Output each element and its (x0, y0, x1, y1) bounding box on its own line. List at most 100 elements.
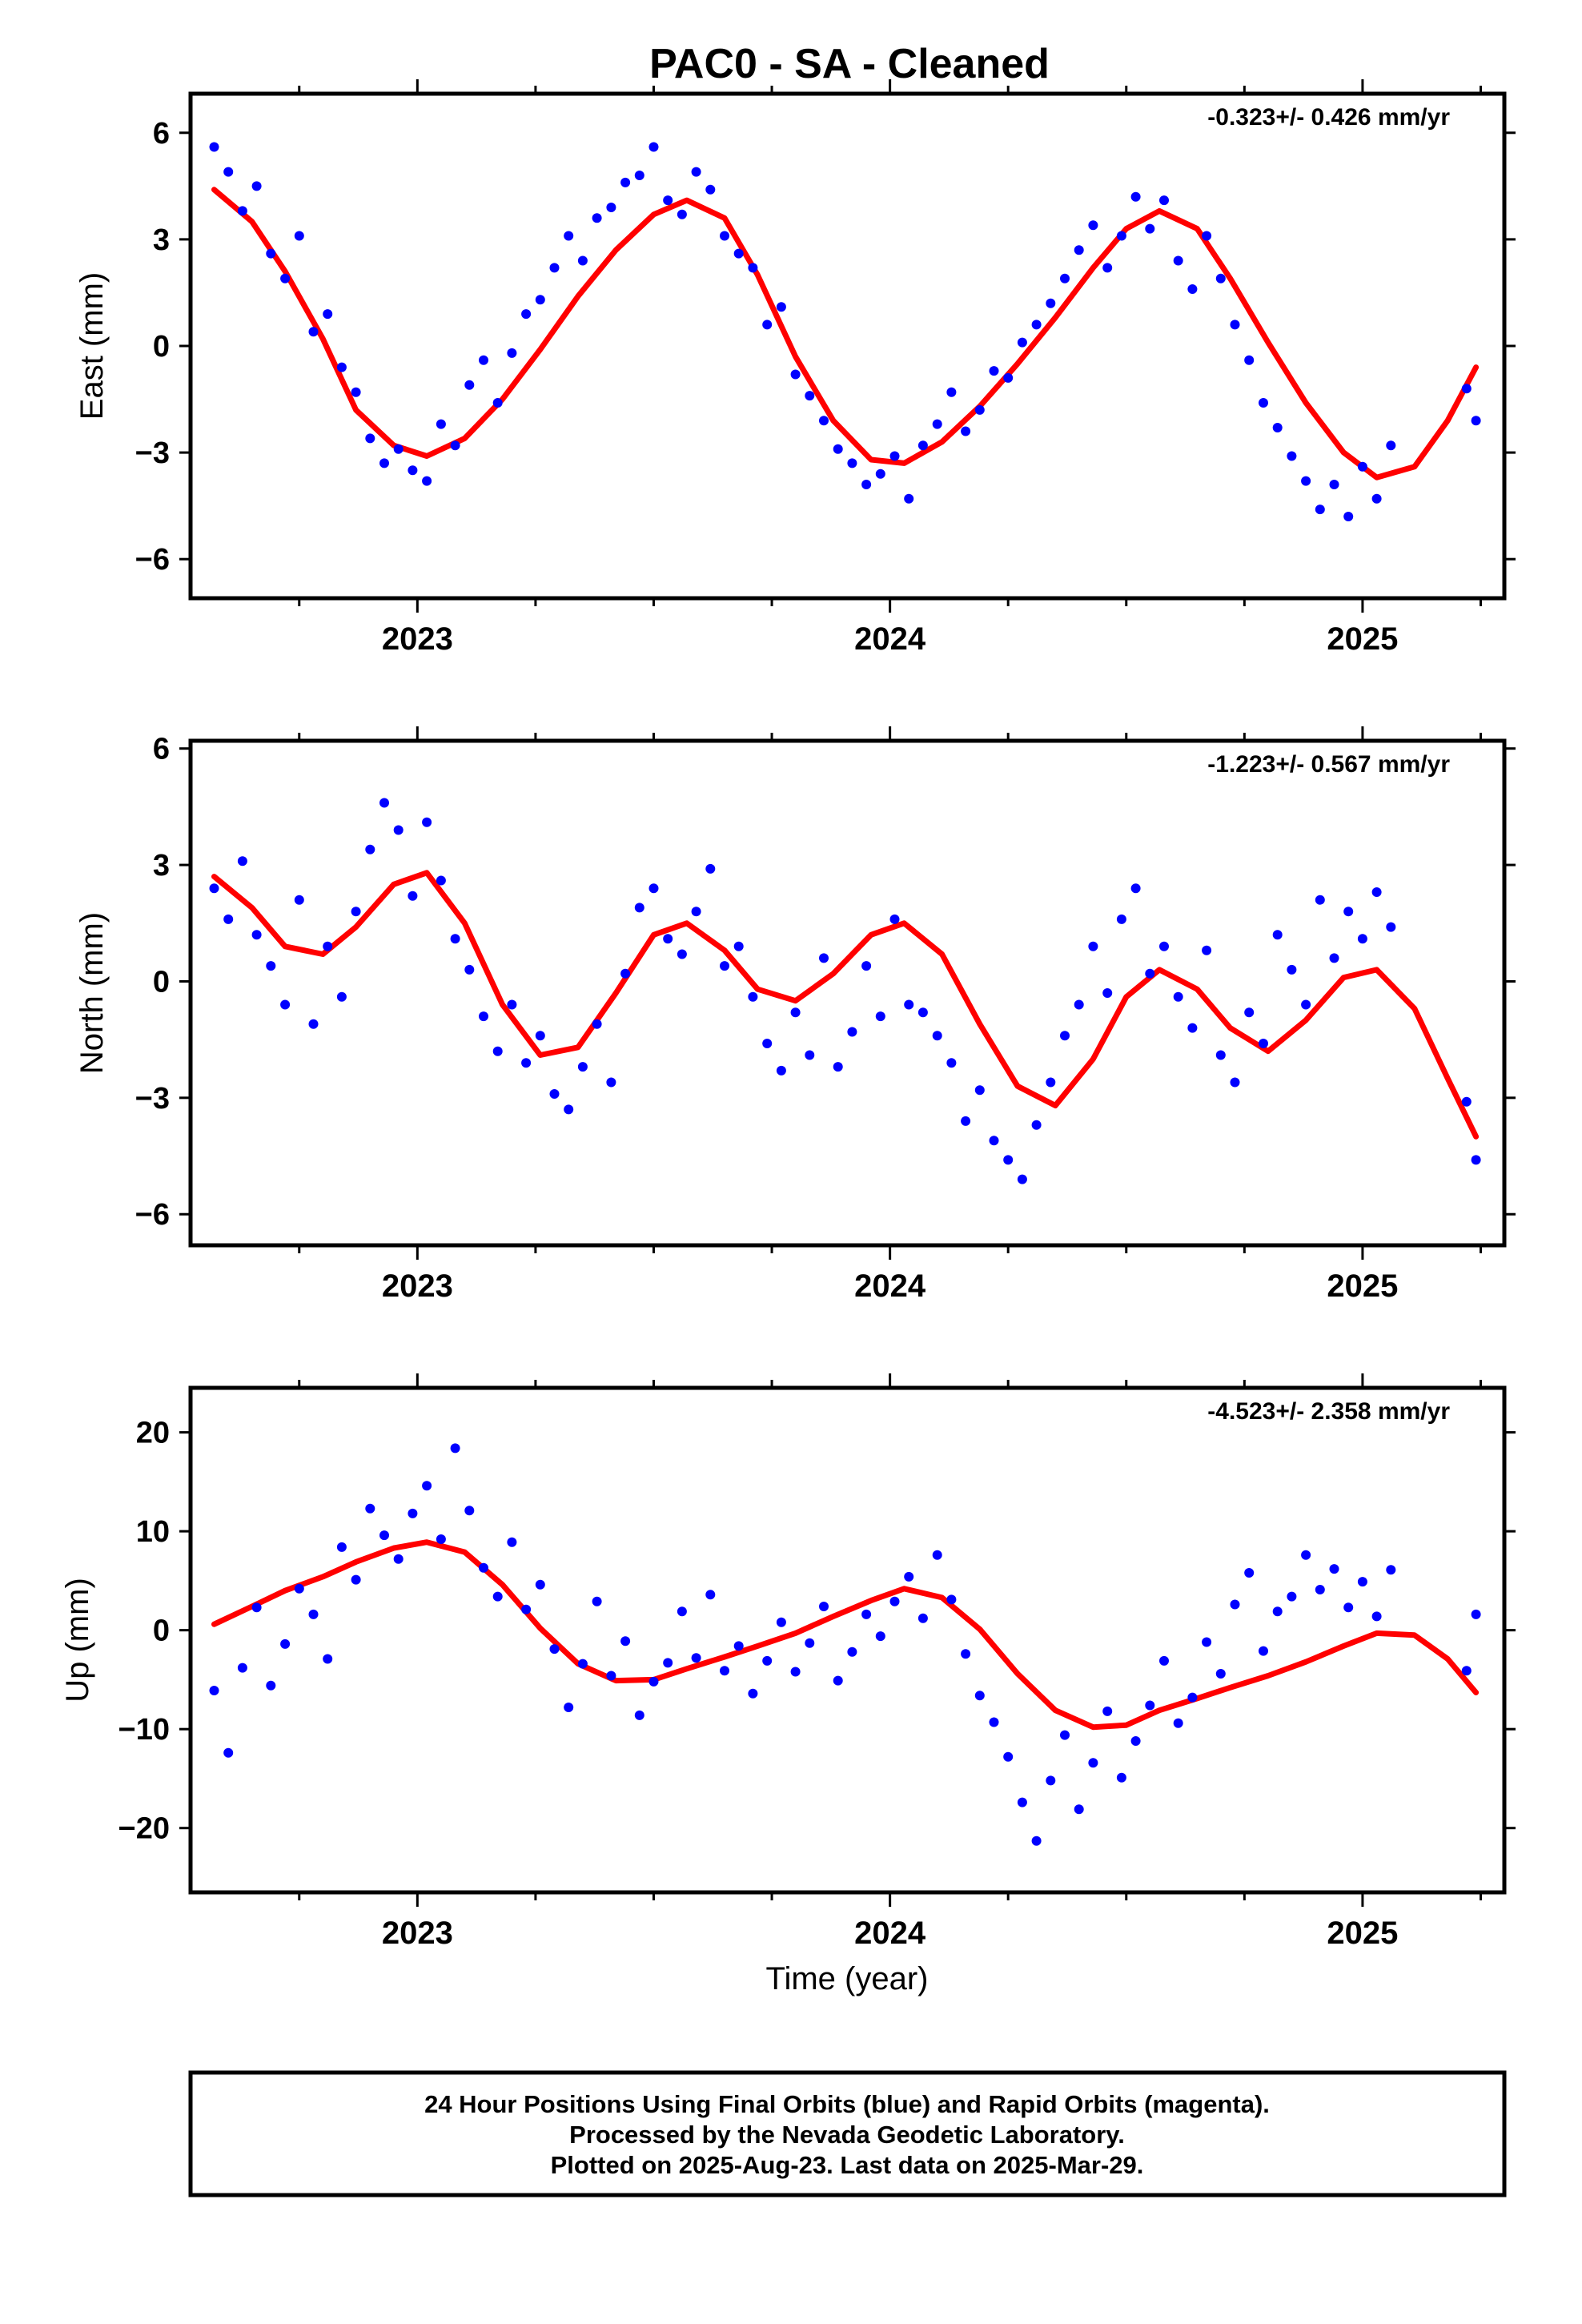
up-data-point (1215, 1669, 1226, 1679)
east-data-point (790, 369, 801, 380)
east-data-point (464, 380, 475, 390)
up-data-point (436, 1534, 446, 1544)
north-data-point (479, 1011, 488, 1022)
up-data-point (521, 1604, 532, 1614)
north-data-point (492, 1046, 503, 1056)
north-data-point (464, 964, 475, 975)
north-data-point (805, 1050, 815, 1060)
east-data-point (1301, 476, 1311, 486)
up-data-point (549, 1644, 560, 1655)
north-data-point (833, 1062, 843, 1072)
north-data-point (1301, 999, 1311, 1010)
up-data-point (1031, 1835, 1042, 1846)
north-xtick-label: 2025 (1327, 1269, 1398, 1304)
up-data-point (720, 1666, 729, 1676)
up-data-point (790, 1667, 801, 1677)
east-y-axis-label: East (mm) (74, 272, 110, 420)
up-data-point (847, 1647, 857, 1657)
north-data-point (1315, 895, 1325, 905)
north-data-point (1287, 964, 1297, 975)
east-data-point (1145, 223, 1155, 234)
up-data-point (422, 1481, 432, 1491)
up-data-point (705, 1590, 716, 1600)
east-data-point (237, 206, 247, 216)
east-data-point (535, 295, 545, 305)
up-data-point (733, 1641, 744, 1651)
east-data-point (1230, 320, 1240, 330)
east-rate-label: -0.323+/- 0.426 mm/yr (1207, 104, 1450, 131)
up-data-point (1259, 1646, 1268, 1656)
north-data-point (790, 1007, 801, 1018)
up-data-point (592, 1596, 602, 1606)
north-data-point (1046, 1077, 1056, 1088)
east-data-point (479, 355, 488, 365)
east-data-point (875, 468, 885, 479)
up-data-point (677, 1606, 687, 1617)
up-data-point (648, 1676, 659, 1687)
east-data-point (606, 203, 616, 212)
up-data-point (1130, 1736, 1141, 1746)
east-data-point (720, 231, 729, 241)
up-data-point (663, 1658, 673, 1668)
east-data-point (1471, 416, 1481, 426)
north-data-point (564, 1104, 574, 1115)
east-data-point (833, 444, 843, 454)
east-model-curve (211, 187, 1480, 480)
north-data-point (365, 844, 375, 854)
north-data-point (251, 930, 262, 940)
up-plot-frame (188, 1385, 1507, 1895)
up-data-point (294, 1583, 304, 1594)
north-data-point (1088, 941, 1098, 951)
up-data-point (237, 1663, 247, 1673)
east-data-point (1046, 298, 1056, 308)
east-data-point (748, 263, 758, 273)
footer-line-2: Processed by the Nevada Geodetic Laborat… (569, 2121, 1125, 2149)
north-data-point (989, 1136, 999, 1146)
up-data-point (1343, 1602, 1354, 1613)
up-data-point (251, 1602, 262, 1613)
up-data-point (1074, 1804, 1084, 1815)
up-xtick-label: 2023 (382, 1916, 453, 1951)
chart-title: PAC0 - SA - Cleaned (649, 41, 1050, 87)
east-xtick-label: 2025 (1327, 621, 1398, 657)
north-data-point (720, 961, 729, 971)
north-data-point (1003, 1155, 1014, 1165)
up-xtick-label: 2025 (1327, 1916, 1398, 1951)
up-data-point (308, 1609, 319, 1619)
up-data-point (365, 1503, 375, 1514)
up-data-point (464, 1506, 475, 1516)
up-data-point (1357, 1577, 1367, 1587)
north-data-point (904, 999, 914, 1010)
up-data-point (861, 1609, 872, 1619)
north-data-point (1116, 914, 1126, 924)
up-ytick-label: −10 (118, 1713, 170, 1747)
east-data-point (223, 167, 234, 177)
east-data-point (1343, 512, 1354, 521)
up-data-point (1173, 1718, 1183, 1728)
up-data-point (776, 1617, 786, 1627)
north-data-point (762, 1039, 773, 1048)
up-data-point (1244, 1568, 1255, 1578)
up-data-point (535, 1579, 545, 1590)
up-data-point (379, 1530, 389, 1541)
north-data-points (209, 798, 1481, 1184)
north-data-point (323, 941, 333, 951)
up-data-point (1230, 1599, 1240, 1610)
up-panel: −20 −10 0 10 20 2023 2024 2025 -4.523+/- 2.358 … (60, 1373, 1516, 1996)
north-data-point (889, 914, 900, 924)
up-data-point (336, 1542, 347, 1552)
east-data-point (507, 348, 517, 358)
up-data-point (1046, 1775, 1056, 1786)
up-data-point (1461, 1666, 1472, 1676)
east-data-point (577, 255, 588, 266)
up-data-point (620, 1636, 631, 1647)
up-data-point (762, 1655, 773, 1666)
north-data-point (294, 895, 304, 905)
north-gridticks: −6 −3 0 3 6 2023 2024 2025 (135, 726, 1516, 1304)
east-data-point (266, 248, 276, 259)
up-data-point (917, 1613, 928, 1623)
east-data-point (1272, 423, 1283, 432)
up-data-point (577, 1659, 588, 1669)
east-data-point (323, 309, 333, 320)
east-data-point (1074, 245, 1084, 255)
